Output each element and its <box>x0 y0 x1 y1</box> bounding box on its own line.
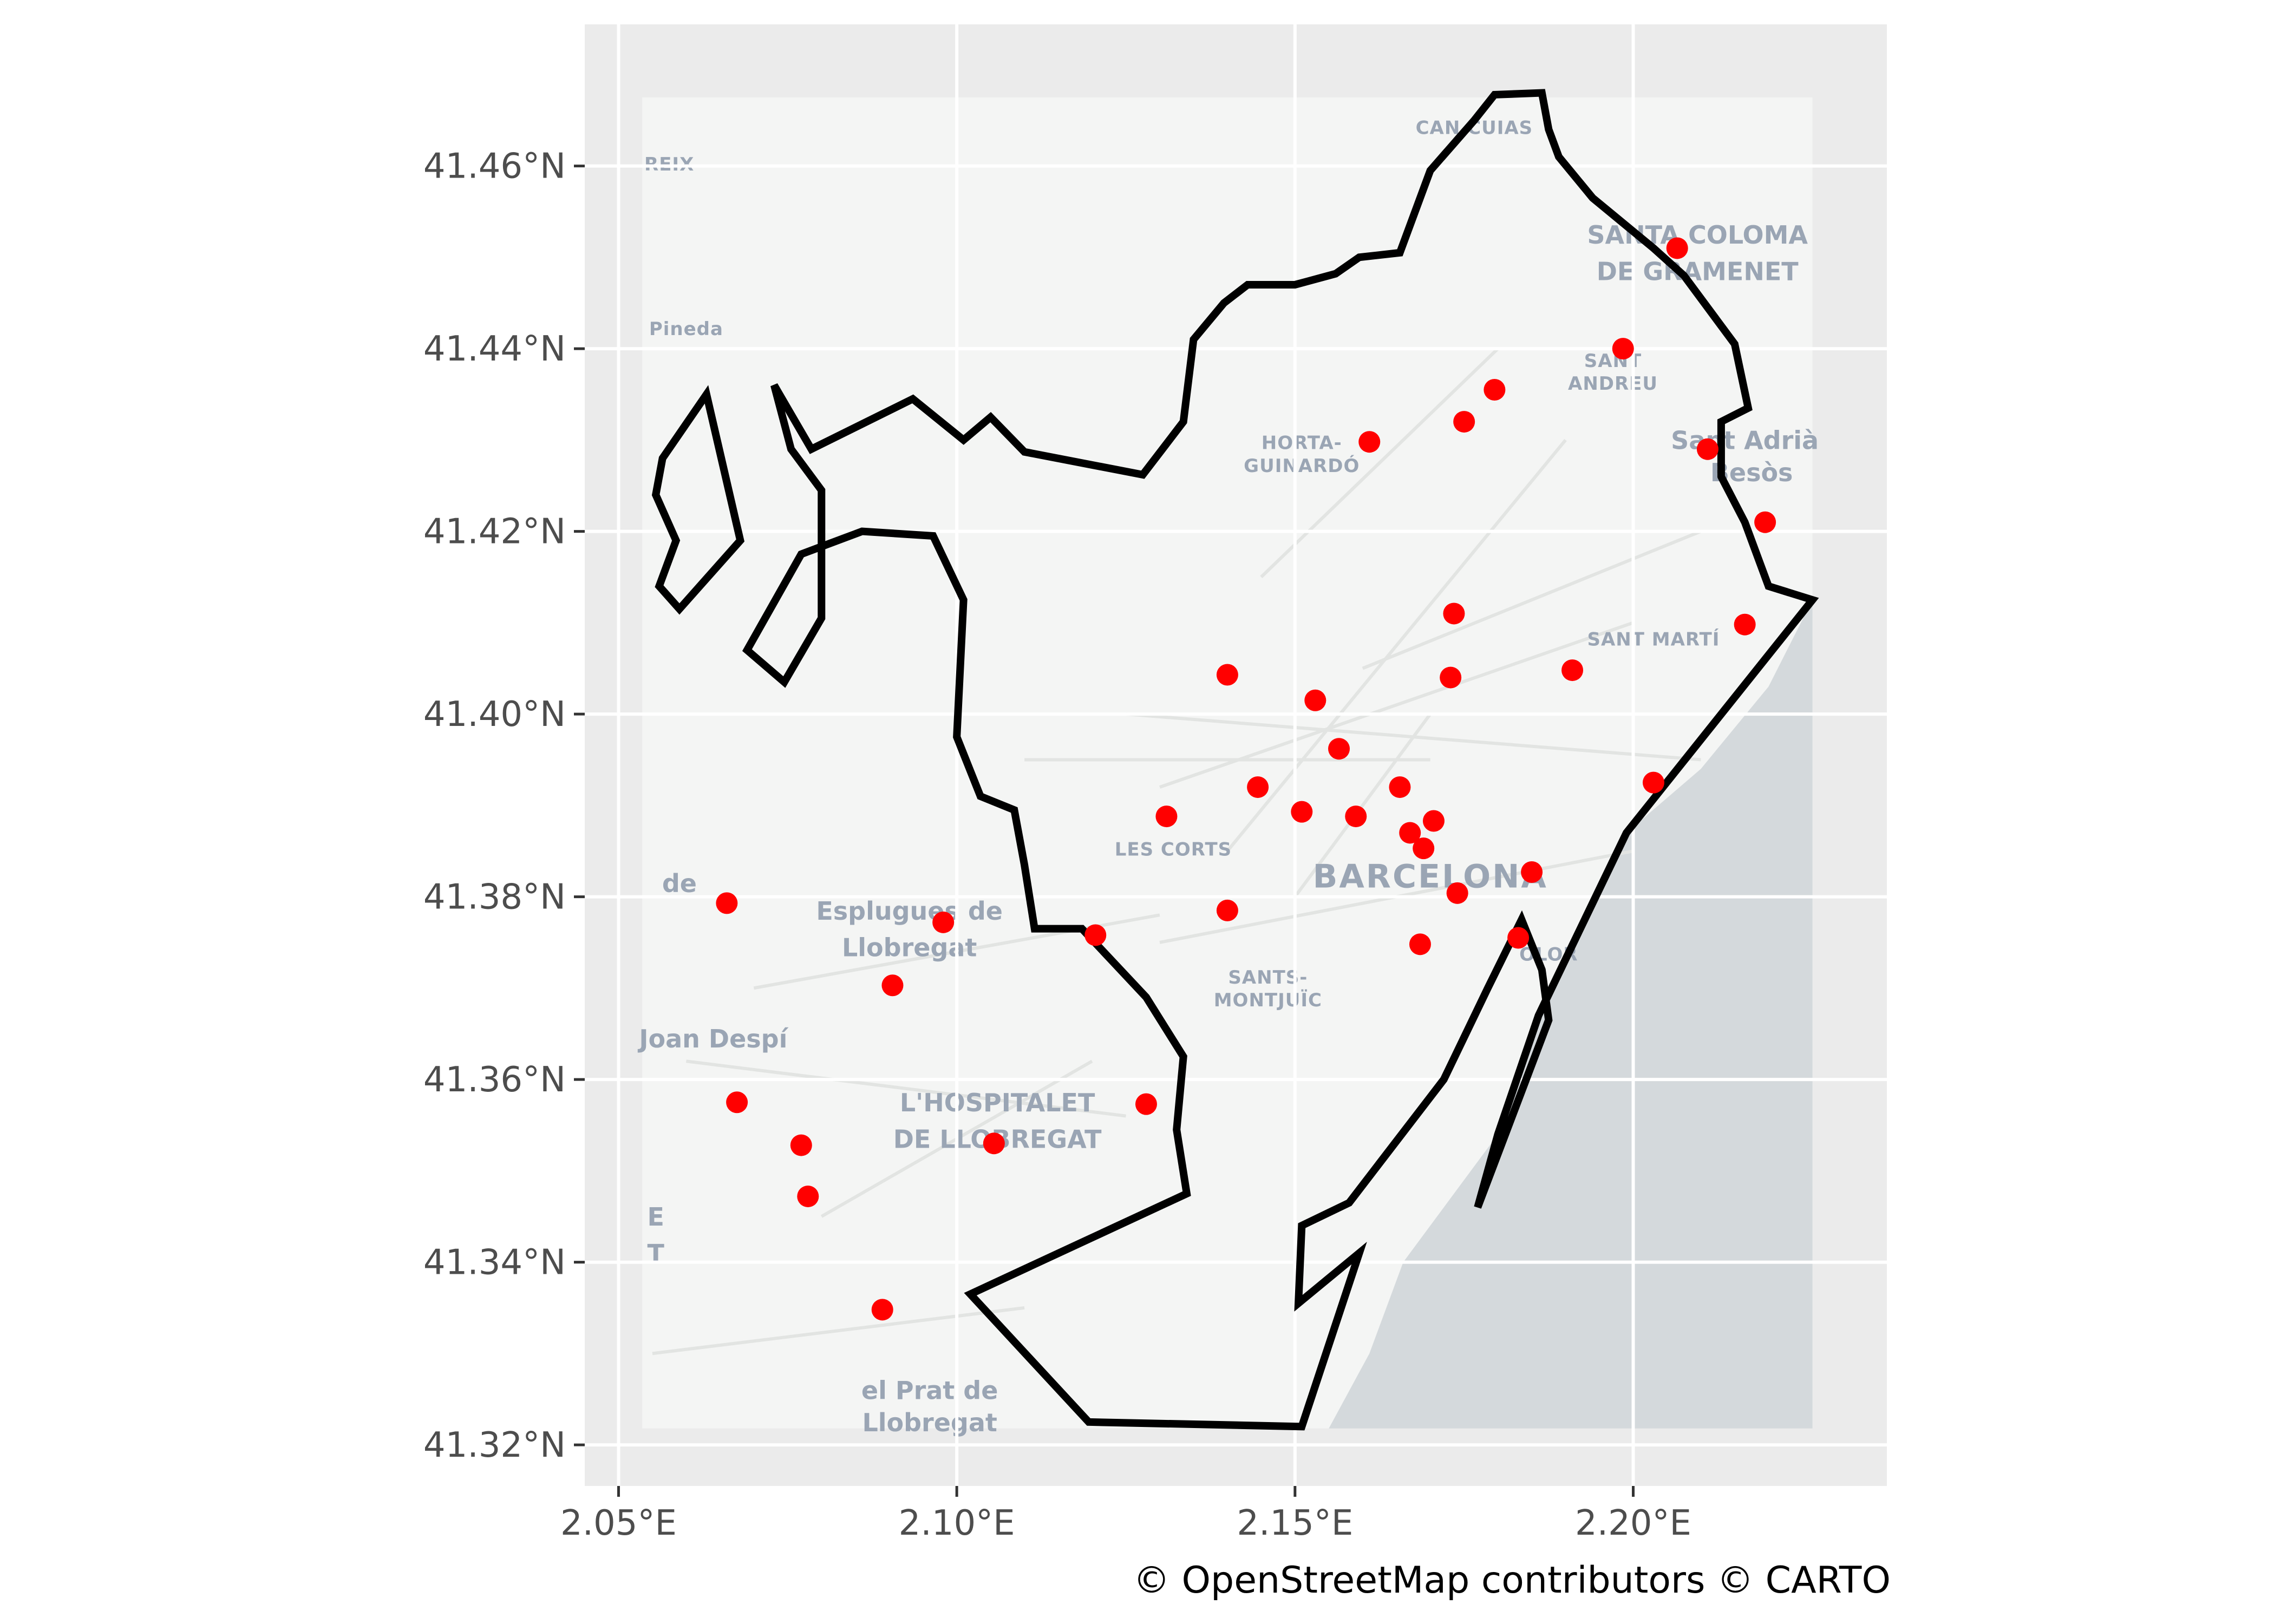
street-line <box>652 1306 1025 1355</box>
data-point <box>1358 431 1381 453</box>
data-point <box>1612 338 1634 360</box>
y-tick-label: 41.40°N <box>423 695 566 735</box>
place-label: el Prat de <box>861 1376 998 1405</box>
x-tick-label: 2.15°E <box>1237 1503 1353 1543</box>
y-tick-label: 41.36°N <box>423 1060 566 1100</box>
street-line <box>1293 713 1432 898</box>
data-point <box>1304 689 1327 711</box>
street-line <box>1226 438 1567 853</box>
basemap-sea <box>1329 600 1813 1429</box>
x-tick-label: 2.10°E <box>899 1503 1015 1543</box>
place-label: DE GRAMENET <box>1597 257 1799 286</box>
data-point <box>983 1132 1005 1155</box>
data-point <box>1453 411 1475 433</box>
data-point <box>1443 603 1465 625</box>
place-label: MONTJUÏC <box>1214 989 1322 1011</box>
data-point <box>1666 237 1688 259</box>
data-point <box>1291 801 1313 823</box>
data-point <box>790 1134 812 1156</box>
x-axis: 2.05°E 2.10°E 2.15°E 2.20°E <box>560 1486 1691 1543</box>
map-attribution: © OpenStreetMap contributors © CARTO <box>1133 1559 1891 1602</box>
street-line <box>686 1059 1126 1118</box>
city-boundary <box>651 89 1819 1431</box>
data-point <box>1328 738 1350 760</box>
data-point <box>726 1091 748 1114</box>
data-point <box>1413 837 1435 860</box>
y-tick-label: 41.34°N <box>423 1243 566 1283</box>
data-point <box>1422 810 1445 832</box>
data-point <box>1409 933 1431 955</box>
y-tick-label: 41.32°N <box>423 1425 566 1465</box>
y-axis: 41.32°N 41.34°N 41.36°N 41.38°N 41.40°N 41.42… <box>423 147 585 1465</box>
place-label: Esplugues de <box>816 896 1003 926</box>
place-label: HORTA- <box>1262 433 1342 454</box>
data-point <box>1216 664 1238 686</box>
street-line <box>1362 529 1702 670</box>
data-point <box>1084 924 1107 946</box>
place-label: E <box>647 1202 664 1232</box>
data-point <box>716 892 738 914</box>
data-point <box>1734 613 1756 636</box>
data-point <box>797 1186 819 1208</box>
data-point <box>871 1299 893 1321</box>
data-point <box>1642 771 1664 794</box>
street-line <box>1260 347 1499 579</box>
place-label: ANDREU <box>1568 373 1658 395</box>
data-point <box>1155 806 1178 828</box>
data-point <box>1216 899 1238 921</box>
place-label: Llobregat <box>862 1408 997 1437</box>
y-tick-label: 41.44°N <box>423 329 566 369</box>
data-point <box>1696 438 1718 460</box>
data-point <box>1399 822 1421 844</box>
data-point <box>1521 861 1543 883</box>
place-label: BARCELONA <box>1313 858 1548 896</box>
boundary-main <box>742 89 1819 1431</box>
boundary-enclave <box>651 385 744 615</box>
y-tick-label: 41.46°N <box>423 147 566 187</box>
place-label: L'HOSPITALET <box>900 1088 1095 1117</box>
data-point <box>1446 882 1468 904</box>
data-point <box>1247 776 1269 798</box>
place-label: LES CORTS <box>1115 839 1232 861</box>
data-point <box>1484 379 1506 401</box>
y-tick-label: 41.38°N <box>423 878 566 918</box>
data-point <box>1440 666 1462 689</box>
place-label: Pineda <box>649 318 723 340</box>
place-label: GUINARDÓ <box>1244 455 1360 477</box>
data-point <box>1389 776 1411 798</box>
place-label: Joan Despí <box>637 1024 788 1053</box>
data-point <box>1135 1093 1157 1115</box>
data-point <box>1754 511 1776 533</box>
data-point <box>881 974 904 997</box>
data-point <box>932 911 955 933</box>
data-point <box>1561 659 1584 682</box>
place-label: Llobregat <box>842 933 977 962</box>
data-points <box>716 237 1776 1321</box>
place-label: de <box>662 869 697 898</box>
place-label: SANT MARTÍ <box>1587 628 1720 651</box>
data-point <box>1345 806 1367 828</box>
x-tick-label: 2.05°E <box>560 1503 677 1543</box>
y-tick-label: 41.42°N <box>423 512 566 552</box>
gridlines <box>585 24 1887 1486</box>
data-point <box>1507 927 1530 949</box>
x-tick-label: 2.20°E <box>1575 1503 1691 1543</box>
place-label: Sant Adrià <box>1671 426 1819 455</box>
